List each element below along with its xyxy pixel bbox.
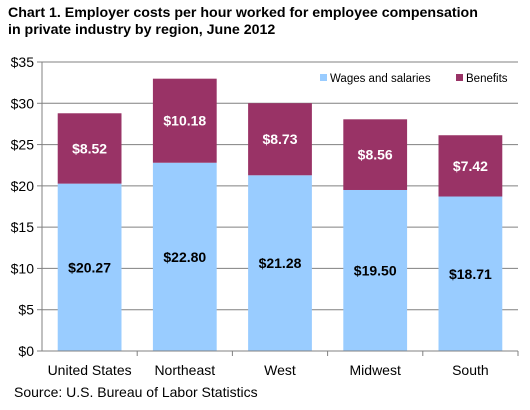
x-tick-label: Northeast [154, 362, 215, 378]
y-tick-label: $30 [11, 95, 35, 111]
y-tick-label: $5 [18, 302, 34, 318]
data-label: $8.56 [358, 147, 393, 163]
legend-item-wages: Wages and salaries [320, 73, 431, 85]
data-label: $21.28 [259, 255, 302, 271]
bar-benefits [152, 78, 217, 163]
y-tick-label: $20 [11, 178, 35, 194]
x-tick-label: United States [48, 362, 132, 378]
y-tick-label: $25 [11, 137, 35, 153]
data-label: $18.71 [449, 266, 492, 282]
y-tick-label: $35 [11, 54, 35, 70]
data-label: $8.73 [262, 131, 297, 147]
bar-wages-and-salaries [343, 189, 408, 351]
legend: Wages and salaries Benefits [320, 73, 508, 85]
data-label: $22.80 [163, 249, 206, 265]
bar-wages-and-salaries [152, 162, 217, 351]
y-tick-label: $10 [11, 260, 35, 276]
bars: $20.27 $8.52 $22.80 $10.18 $21.28 $8.73 $19.50… [57, 78, 503, 351]
data-label: $20.27 [68, 259, 111, 275]
data-label: $19.50 [354, 262, 397, 278]
legend-label: Benefits [466, 73, 508, 85]
x-tick-label: South [452, 362, 489, 378]
data-label: $8.52 [72, 140, 107, 156]
chart-title-line-2: in private industry by region, June 2012 [8, 22, 276, 38]
source-note: Source: U.S. Bureau of Labor Statistics [14, 384, 258, 400]
chart-title-line-1: Chart 1. Employer costs per hour worked … [8, 5, 478, 21]
legend-item-benefits: Benefits [456, 73, 508, 85]
legend-swatch [320, 74, 327, 81]
axes: $0 $5 $10 $15 $20 $25 $30 $35 United States North… [11, 54, 519, 378]
data-label: $10.18 [163, 113, 206, 129]
legend-swatch [456, 74, 463, 81]
bar-benefits [248, 103, 312, 176]
y-tick-label: $0 [18, 343, 34, 359]
data-label: $7.42 [453, 158, 488, 174]
bar-wages-and-salaries [57, 183, 122, 351]
x-tick-label: West [264, 362, 296, 378]
x-tick-label: Midwest [350, 362, 401, 378]
y-tick-label: $15 [11, 219, 35, 235]
bar-wages-and-salaries [248, 175, 312, 351]
bar-benefits [57, 113, 122, 184]
chart-title: Chart 1. Employer costs per hour worked … [8, 5, 523, 39]
bar-wages-and-salaries [438, 196, 503, 351]
bar-benefits [343, 119, 408, 190]
legend-label: Wages and salaries [330, 73, 431, 85]
bar-benefits [438, 135, 503, 197]
